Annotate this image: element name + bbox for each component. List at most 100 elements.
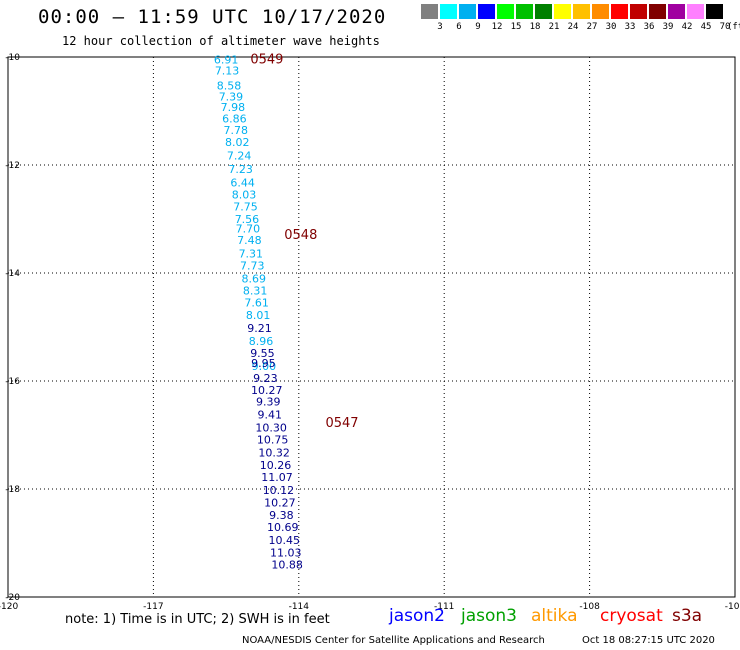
color-swatch [535,4,552,19]
wave-height-label: 10.30 [255,421,287,434]
wave-height-label: 8.58 [217,80,242,93]
wave-height-label: 8.31 [243,284,268,297]
wave-height-label: 10.45 [269,534,301,547]
chart-subtitle: 12 hour collection of altimeter wave hei… [62,34,380,48]
color-scale-tick: 15 [510,22,522,32]
wave-height-label: 9.38 [269,509,294,522]
wave-height-label: 9.95 [251,357,276,370]
color-scale-tick: 12 [491,22,503,32]
wave-height-label: 6.86 [222,113,247,126]
color-swatch [649,4,666,19]
wave-height-label: 7.61 [244,297,269,310]
wave-height-label: 7.48 [237,234,262,247]
x-tick-label: -117 [143,602,163,612]
wave-height-label: 7.13 [215,65,240,78]
wave-height-label: 7.31 [239,248,264,261]
wave-height-label: 9.55 [250,347,275,360]
wave-height-label: 7.23 [228,163,253,176]
wave-height-label: 7.24 [227,149,252,162]
wave-height-label: 6.44 [230,176,255,189]
color-swatch [630,4,647,19]
legend-s3a: s3a [672,606,703,626]
color-scale-tick: 70 [719,22,731,32]
chart-title: 00:00 – 11:59 UTC 10/17/2020 [38,6,387,28]
x-tick-label: -111 [434,602,454,612]
wave-height-label: 9.39 [256,396,281,409]
wave-height-label: 6.91 [214,54,239,67]
wave-height-label: 11.03 [270,547,302,560]
color-swatch [516,4,533,19]
wave-height-label: 7.78 [224,124,249,137]
x-tick-label: -120 [0,602,18,612]
color-swatch [440,4,457,19]
color-swatch [687,4,704,19]
legend-jason3: jason3 [461,606,517,626]
pass-time-label: 0549 [250,53,283,68]
pass-time-label: 0548 [284,228,317,243]
wave-height-label: 10.32 [258,446,290,459]
wave-height-label: 7.75 [233,201,258,214]
legend-cryosat: cryosat [600,606,663,626]
y-tick-label: -18 [5,485,20,495]
wave-height-label: 7.70 [236,223,261,236]
legend-jason2: jason2 [389,606,445,626]
generated-timestamp: Oct 18 08:27:15 UTC 2020 [582,635,715,646]
color-scale-tick: 3 [437,22,443,32]
color-scale-unit: (ft) [727,22,740,32]
color-scale-tick: 42 [681,22,693,32]
wave-height-label: 10.88 [271,559,303,572]
color-scale-tick: 39 [662,22,674,32]
wave-height-label: 8.69 [241,272,266,285]
x-tick-label: -105 [725,602,740,612]
color-scale-tick: 21 [548,22,560,32]
color-swatch [611,4,628,19]
wave-height-label: 7.39 [219,90,244,103]
color-scale-tick: 45 [700,22,712,32]
color-scale-tick: 36 [643,22,655,32]
color-swatch [592,4,609,19]
color-swatch [573,4,590,19]
wave-height-label: 10.27 [251,384,283,397]
color-scale-tick: 18 [529,22,541,32]
plot-frame [7,56,736,598]
color-scale-tick: 24 [567,22,579,32]
color-scale-tick: 30 [605,22,617,32]
pass-time-label: 0547 [325,416,358,431]
wave-height-label: 9.21 [247,322,272,335]
wave-height-label: 9.00 [252,360,277,373]
legend-altika: altika [531,606,578,626]
wave-height-label: 7.98 [221,101,246,114]
x-tick-label: -108 [579,602,600,612]
wave-height-label: 7.73 [240,259,265,272]
y-tick-label: -10 [5,53,20,63]
units-note: note: 1) Time is in UTC; 2) SWH is in fe… [65,612,330,627]
y-tick-label: -16 [5,377,20,387]
color-swatch [554,4,571,19]
wave-height-label: 10.27 [264,497,296,510]
wave-height-label: 8.01 [246,309,271,322]
credit-text: NOAA/NESDIS Center for Satellite Applica… [242,635,545,646]
color-swatch [497,4,514,19]
color-swatch [459,4,476,19]
color-scale-tick: 9 [475,22,481,32]
color-scale-tick: 6 [456,22,462,32]
wave-height-label: 11.07 [261,471,293,484]
x-tick-label: -114 [289,602,310,612]
wave-height-label: 9.41 [257,408,282,421]
wave-height-label: 8.03 [232,189,257,202]
wave-height-label: 10.69 [267,521,299,534]
wave-height-label: 10.75 [257,433,289,446]
y-tick-label: -20 [5,593,20,603]
color-scale-tick: 27 [586,22,598,32]
color-swatch [668,4,685,19]
wave-height-label: 10.12 [263,484,295,497]
y-tick-label: -14 [5,269,20,279]
color-scale-tick: 33 [624,22,636,32]
wave-height-label: 9.23 [253,372,278,385]
y-tick-label: -12 [5,161,20,171]
color-swatch [421,4,438,19]
wave-height-label: 8.02 [225,136,250,149]
wave-height-label: 7.56 [235,213,260,226]
wave-height-label: 10.26 [260,459,292,472]
